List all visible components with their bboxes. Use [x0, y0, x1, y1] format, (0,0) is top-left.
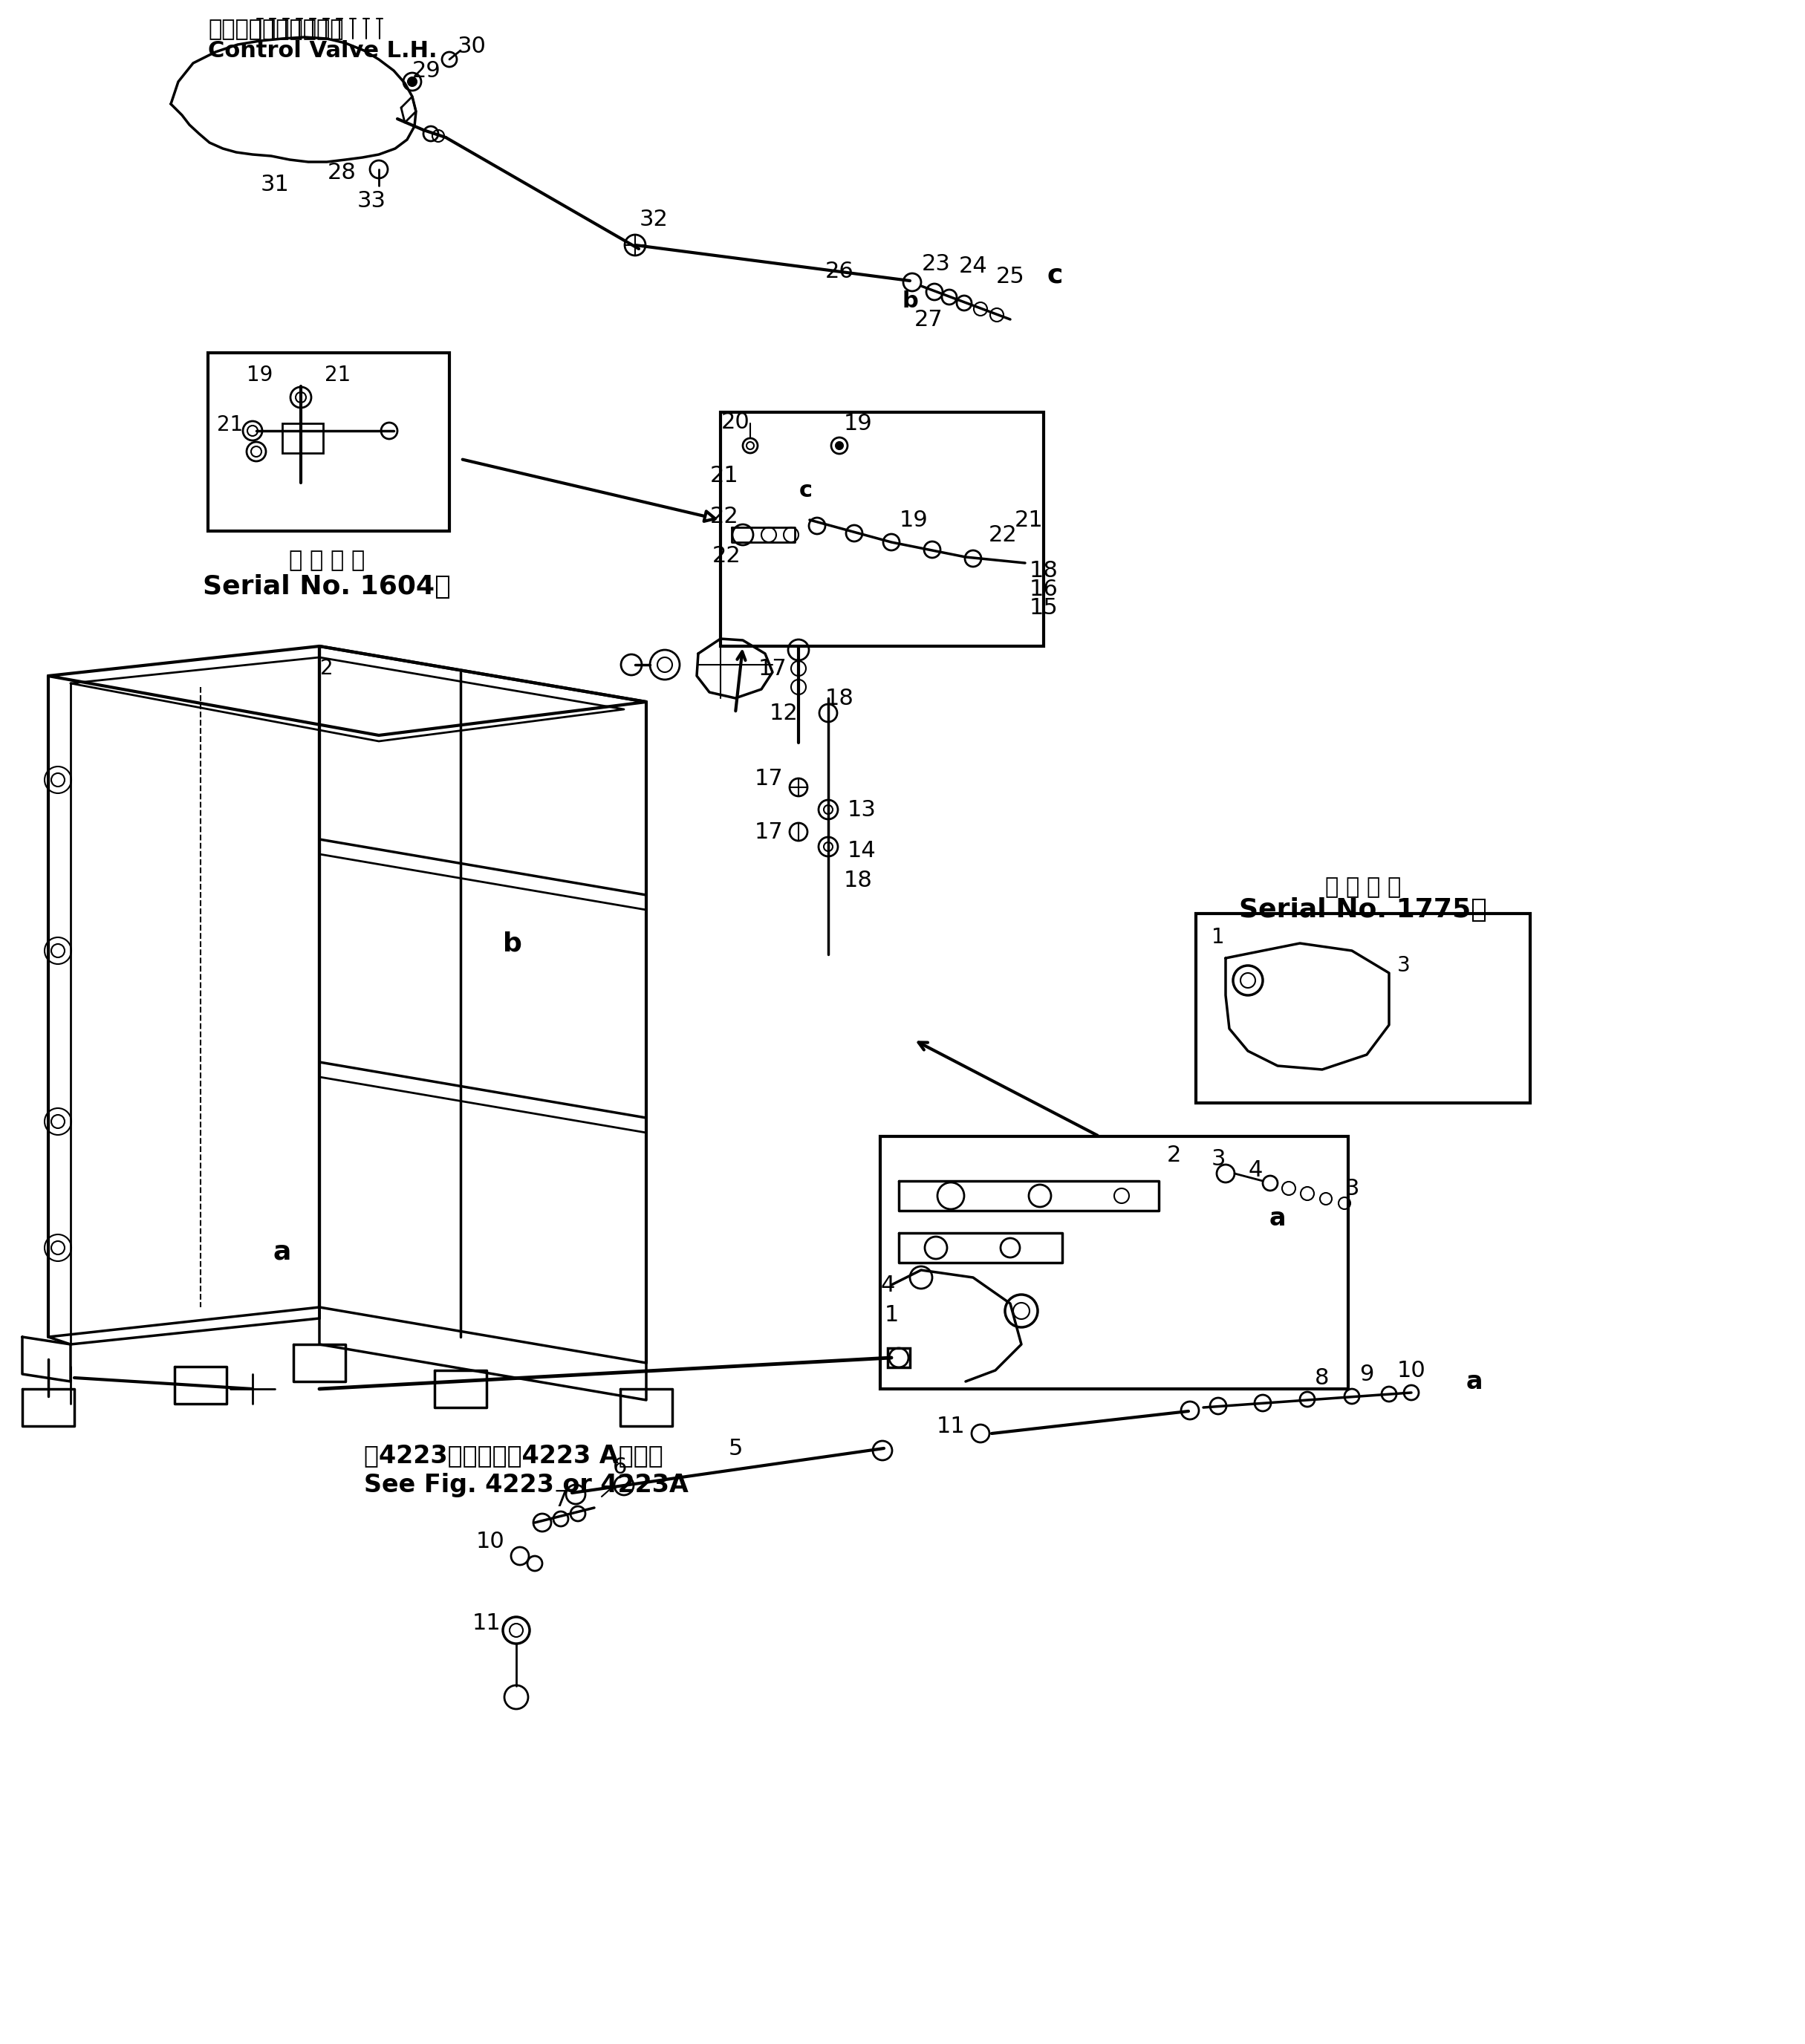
- Text: 22: 22: [711, 546, 740, 566]
- Text: 5: 5: [727, 1437, 742, 1459]
- Text: 16: 16: [1029, 578, 1058, 599]
- Text: 19: 19: [899, 509, 928, 531]
- Text: 28: 28: [327, 161, 356, 184]
- Text: 33: 33: [357, 190, 386, 211]
- Text: 2: 2: [319, 658, 334, 679]
- Text: 31: 31: [260, 174, 289, 194]
- Bar: [208, 354, 449, 531]
- Text: 17: 17: [754, 769, 783, 789]
- Text: 3: 3: [1211, 1149, 1226, 1169]
- Bar: [282, 423, 323, 454]
- Text: 24: 24: [958, 256, 987, 276]
- Text: 23: 23: [922, 253, 951, 274]
- Text: c: c: [1047, 262, 1063, 288]
- Text: 1: 1: [884, 1304, 899, 1325]
- Circle shape: [408, 78, 417, 86]
- Text: 21: 21: [709, 464, 738, 486]
- Text: 18: 18: [1029, 560, 1058, 580]
- Text: 32: 32: [639, 208, 668, 229]
- Text: 21: 21: [325, 364, 350, 386]
- Text: 29: 29: [412, 59, 440, 82]
- Text: 3: 3: [1397, 955, 1410, 975]
- Text: 3: 3: [1345, 1177, 1359, 1200]
- Text: 10: 10: [477, 1531, 505, 1551]
- Text: 22: 22: [709, 505, 738, 527]
- Text: 18: 18: [843, 869, 872, 891]
- Text: 18: 18: [825, 687, 854, 709]
- Text: 17: 17: [754, 822, 783, 842]
- Text: Control Valve L.H.: Control Valve L.H.: [208, 39, 437, 61]
- Text: 11: 11: [473, 1613, 502, 1633]
- Text: a: a: [1269, 1206, 1285, 1230]
- Text: a: a: [273, 1239, 291, 1263]
- Text: a: a: [1466, 1369, 1484, 1394]
- Text: 11: 11: [937, 1414, 966, 1437]
- Text: 26: 26: [825, 260, 854, 282]
- Text: c: c: [800, 480, 812, 501]
- Text: 適 用 号 機: 適 用 号 機: [1325, 877, 1401, 897]
- Text: 7: 7: [554, 1490, 569, 1511]
- Text: 笥4223図または笥4223 A図参照: 笥4223図または笥4223 A図参照: [365, 1443, 662, 1468]
- Text: 21: 21: [217, 415, 244, 435]
- Text: 9: 9: [1359, 1363, 1374, 1386]
- Text: 17: 17: [758, 658, 787, 679]
- Text: 8: 8: [1314, 1367, 1330, 1388]
- Bar: [720, 413, 1043, 646]
- Text: 20: 20: [720, 411, 749, 433]
- Text: 4: 4: [1247, 1159, 1262, 1181]
- Text: See Fig. 4223 or 4223A: See Fig. 4223 or 4223A: [365, 1474, 688, 1498]
- Text: 30: 30: [457, 35, 486, 57]
- Bar: [1197, 914, 1531, 1104]
- Text: 27: 27: [913, 309, 942, 331]
- Text: 1: 1: [1211, 926, 1226, 948]
- Text: 4: 4: [881, 1273, 895, 1296]
- Text: Serial No. 1604～: Serial No. 1604～: [202, 574, 451, 599]
- Text: Serial No. 1775～: Serial No. 1775～: [1238, 897, 1487, 922]
- Text: 2: 2: [1166, 1145, 1180, 1165]
- Bar: [888, 1349, 910, 1367]
- Text: 19: 19: [247, 364, 273, 386]
- Text: コントロールバルブ左: コントロールバルブ左: [208, 18, 343, 41]
- Text: 6: 6: [614, 1455, 628, 1478]
- Text: 21: 21: [1014, 509, 1043, 531]
- Text: 13: 13: [847, 799, 875, 820]
- Text: 14: 14: [847, 840, 875, 861]
- Text: 15: 15: [1029, 597, 1058, 619]
- Circle shape: [836, 442, 843, 450]
- Text: 19: 19: [843, 413, 872, 433]
- Text: b: b: [902, 290, 919, 311]
- Text: 22: 22: [989, 523, 1018, 546]
- Text: 25: 25: [996, 266, 1025, 286]
- Text: 12: 12: [769, 703, 798, 724]
- Text: 適 用 号 機: 適 用 号 機: [289, 550, 365, 572]
- Text: 10: 10: [1397, 1359, 1426, 1382]
- Bar: [881, 1136, 1348, 1390]
- Text: b: b: [504, 930, 522, 957]
